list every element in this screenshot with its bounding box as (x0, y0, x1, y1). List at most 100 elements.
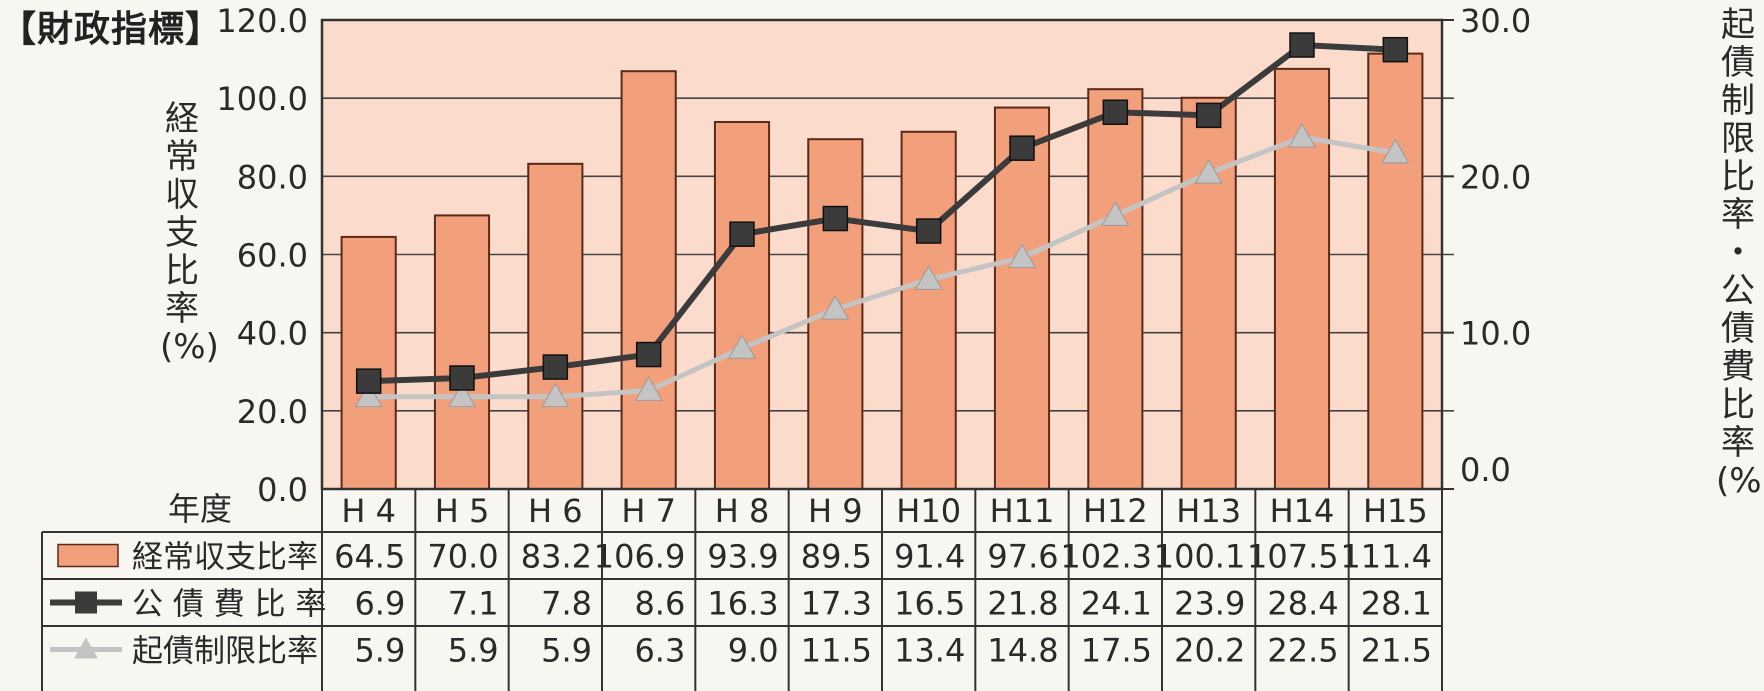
right-axis-label-char: 比 (1721, 385, 1755, 425)
table-cell-value: 111.4 (1340, 538, 1432, 576)
table-cell-value: 89.5 (801, 538, 872, 576)
bar (993, 106, 1051, 491)
table-cell-value: 83.2 (521, 538, 592, 576)
bar (1180, 96, 1237, 490)
plot-frame (320, 18, 1444, 491)
left-axis-label-char: 支 (165, 213, 199, 253)
table-cell-value: 100.1 (1154, 538, 1246, 576)
bar (900, 130, 957, 491)
bar (1087, 88, 1144, 491)
left-axis-label: 経常収支比率 (%) (160, 99, 219, 366)
square-marker (1382, 36, 1409, 63)
square-marker (915, 218, 942, 244)
triangle-marker (1194, 158, 1223, 184)
right-axis-label-char: 債 (1721, 43, 1755, 83)
y-left-tick-label: 120.0 (216, 2, 308, 40)
bar (340, 235, 397, 490)
y-left-tick-label: 80.0 (237, 158, 308, 196)
y-left-tick-label: 20.0 (237, 393, 308, 431)
table-cell-value: 91.4 (894, 538, 965, 576)
triangle-marker (1101, 201, 1130, 226)
table-cell-value: 28.1 (1361, 585, 1432, 623)
triangle-marker (354, 382, 383, 408)
series-line-debt-service (368, 41, 1396, 385)
y-right-tick-label: 10.0 (1460, 315, 1531, 353)
table-cell-value: 22.5 (1267, 632, 1338, 670)
table-cell-value: 93.9 (707, 538, 778, 576)
right-axis-label-char: 率 (1721, 195, 1755, 235)
square-marker (729, 221, 755, 247)
left-axis-label-char: 経 (165, 99, 199, 139)
triangle-marker (634, 376, 663, 401)
table-cell-value: 16.3 (707, 585, 778, 623)
table-cell-value: 107.5 (1247, 538, 1339, 576)
legend-swatch-square (75, 591, 97, 614)
bar (620, 70, 677, 491)
triangle-marker (914, 265, 943, 290)
table-cell-value: 7.1 (448, 585, 499, 623)
y-left-tick-label: 40.0 (237, 315, 308, 353)
category-label: H15 (1363, 492, 1428, 530)
square-marker (1009, 135, 1035, 161)
table-cell-value: 16.5 (894, 585, 965, 623)
table-cell-value: 5.9 (541, 632, 592, 670)
y-right-tick-label: 30.0 (1460, 2, 1531, 40)
right-axis-label-char: 公 (1721, 271, 1755, 311)
legend-label: 経常収支比率 (132, 540, 318, 576)
category-label: H12 (1083, 492, 1148, 530)
right-axis-label-char: 比 (1721, 157, 1755, 197)
bar (1367, 52, 1424, 491)
table-cell-value: 102.3 (1060, 538, 1152, 576)
category-label: H 6 (528, 492, 583, 530)
legend-label: 公 債 費 比 率 (132, 587, 326, 623)
table-cell-value: 6.3 (634, 632, 685, 670)
right-axis-label-char: 起 (1721, 5, 1755, 45)
legend-swatch-triangle (74, 637, 98, 659)
category-label: H 7 (621, 492, 676, 530)
category-label: H11 (990, 492, 1055, 530)
right-axis-label-char: 債 (1721, 309, 1755, 349)
y-left-tick-label: 100.0 (216, 80, 308, 118)
table-cell-value: 5.9 (354, 632, 405, 670)
square-marker (1289, 32, 1315, 58)
triangle-marker (447, 382, 477, 408)
table-cell-value: 64.5 (334, 538, 405, 576)
bar (713, 121, 771, 490)
y-right-tick-label: 0.0 (1460, 451, 1511, 489)
right-axis-label-char: ・ (1721, 233, 1755, 273)
table-cell-value: 20.2 (1174, 632, 1245, 670)
table-cell-value: 11.5 (801, 632, 872, 670)
table-cell-value: 17.3 (801, 585, 872, 623)
table-cell-value: 24.1 (1081, 585, 1152, 623)
triangle-marker (1007, 243, 1037, 269)
square-marker (1195, 102, 1222, 129)
square-marker (542, 354, 569, 380)
table-cell-value: 14.8 (987, 632, 1058, 670)
table-cell-value: 97.6 (987, 538, 1058, 576)
triangle-marker (727, 334, 757, 359)
left-axis-label-char: 率 (165, 289, 199, 329)
right-axis-label-char: 限 (1721, 119, 1755, 159)
right-axis-label-char: 費 (1721, 347, 1755, 387)
table-cell-value: 17.5 (1081, 632, 1152, 670)
square-marker (1102, 99, 1129, 125)
table-cell-value: 9.0 (728, 632, 779, 670)
legend-label: 起債制限比率 (132, 634, 318, 670)
table-cell-value: 23.9 (1174, 585, 1245, 623)
table-cell-value: 7.8 (541, 585, 592, 623)
category-label: H13 (1176, 492, 1241, 530)
series-line-bond-limit (368, 134, 1396, 400)
triangle-marker (541, 382, 570, 408)
right-axis-label-char: 率 (1721, 423, 1755, 463)
bar (527, 162, 584, 490)
square-marker (822, 205, 849, 232)
left-axis-label-char: 常 (165, 137, 199, 177)
right-axis-label-char: (%) (1716, 461, 1764, 501)
category-label: H 8 (715, 492, 770, 530)
y-left-tick-label: 0.0 (257, 471, 308, 509)
table-cell-value: 21.5 (1361, 632, 1432, 670)
table-header-year: 年度 (168, 490, 232, 528)
category-label: H10 (896, 492, 961, 530)
